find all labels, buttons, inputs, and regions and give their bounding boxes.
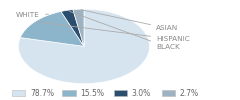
FancyBboxPatch shape [12, 90, 25, 96]
Wedge shape [20, 12, 84, 46]
Text: ASIAN: ASIAN [81, 10, 178, 31]
FancyBboxPatch shape [114, 90, 127, 96]
Wedge shape [18, 9, 150, 84]
FancyBboxPatch shape [162, 90, 175, 96]
Text: 78.7%: 78.7% [30, 89, 54, 98]
Text: HISPANIC: HISPANIC [38, 22, 190, 42]
Text: 15.5%: 15.5% [81, 89, 105, 98]
Text: 2.7%: 2.7% [180, 89, 199, 98]
FancyBboxPatch shape [62, 90, 76, 96]
Wedge shape [61, 10, 84, 46]
Wedge shape [73, 9, 84, 46]
Text: BLACK: BLACK [70, 11, 180, 50]
Text: 3.0%: 3.0% [132, 89, 151, 98]
Text: WHITE: WHITE [16, 12, 48, 18]
